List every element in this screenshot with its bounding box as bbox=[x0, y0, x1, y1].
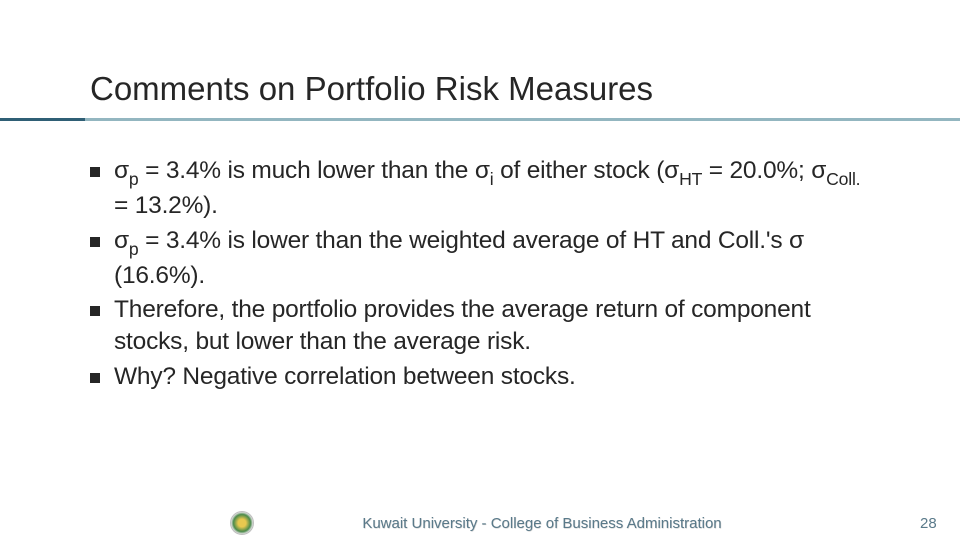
title-underline-accent bbox=[0, 118, 85, 121]
bullet-text: Why? Negative correlation between stocks… bbox=[114, 361, 576, 393]
title-underline bbox=[0, 118, 960, 121]
footer-text: Kuwait University - College of Business … bbox=[254, 515, 830, 532]
page-number: 28 bbox=[920, 515, 960, 532]
list-item: σp = 3.4% is lower than the weighted ave… bbox=[90, 225, 880, 293]
slide: Comments on Portfolio Risk Measures σp =… bbox=[0, 0, 960, 540]
list-item: σp = 3.4% is much lower than the σi of e… bbox=[90, 155, 880, 223]
bullet-list: σp = 3.4% is much lower than the σi of e… bbox=[90, 155, 880, 393]
bullet-marker-icon bbox=[90, 306, 100, 316]
content-area: σp = 3.4% is much lower than the σi of e… bbox=[90, 155, 880, 395]
bullet-marker-icon bbox=[90, 167, 100, 177]
bullet-text: Therefore, the portfolio provides the av… bbox=[114, 294, 880, 359]
bullet-marker-icon bbox=[90, 237, 100, 247]
list-item: Therefore, the portfolio provides the av… bbox=[90, 294, 880, 359]
bullet-text: σp = 3.4% is lower than the weighted ave… bbox=[114, 225, 880, 293]
university-logo-icon bbox=[230, 511, 254, 535]
footer: Kuwait University - College of Business … bbox=[0, 506, 960, 540]
accreditation-logo-wrap bbox=[830, 511, 920, 535]
bullet-marker-icon bbox=[90, 373, 100, 383]
title-row: Comments on Portfolio Risk Measures bbox=[0, 0, 960, 108]
list-item: Why? Negative correlation between stocks… bbox=[90, 361, 880, 393]
bullet-text: σp = 3.4% is much lower than the σi of e… bbox=[114, 155, 880, 223]
slide-title: Comments on Portfolio Risk Measures bbox=[90, 70, 960, 108]
